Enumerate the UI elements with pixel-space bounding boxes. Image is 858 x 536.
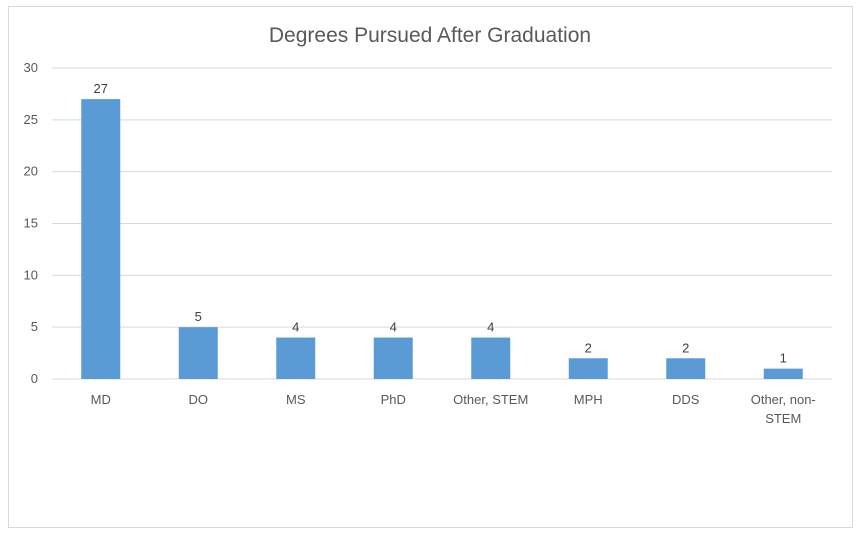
category-label: PhD xyxy=(381,392,406,407)
y-tick-label: 10 xyxy=(24,267,38,282)
bar xyxy=(471,337,511,379)
gridlines xyxy=(52,67,832,380)
category-label: MS xyxy=(286,392,306,407)
category-label: Other, STEM xyxy=(453,392,528,407)
y-tick-label: 0 xyxy=(31,371,38,386)
y-tick-label: 5 xyxy=(31,319,38,334)
category-label: Other, non-STEM xyxy=(751,392,816,426)
bars xyxy=(81,99,803,379)
chart-title: Degrees Pursued After Graduation xyxy=(269,24,591,47)
y-axis-ticks: 0 5 10 15 20 25 30 xyxy=(24,60,38,386)
category-label: MPH xyxy=(574,392,603,407)
data-label: 5 xyxy=(195,309,202,324)
bar xyxy=(763,368,803,379)
y-tick-label: 20 xyxy=(24,164,38,179)
data-label: 4 xyxy=(292,320,299,335)
bar xyxy=(373,337,413,379)
y-tick-label: 30 xyxy=(24,60,38,75)
data-labels: 27 5 4 4 4 2 2 1 xyxy=(94,81,787,366)
data-label: 4 xyxy=(390,320,397,335)
category-label: DO xyxy=(189,392,209,407)
data-label: 2 xyxy=(585,340,592,355)
data-label: 4 xyxy=(487,320,494,335)
data-label: 2 xyxy=(682,340,689,355)
chart-frame xyxy=(8,6,853,528)
category-label: DDS xyxy=(672,392,700,407)
bar xyxy=(568,358,608,379)
x-axis-categories: MD DO MS PhD Other, STEM MPH DDS Other, non-STE… xyxy=(91,392,816,426)
data-label: 27 xyxy=(94,81,108,96)
y-tick-label: 15 xyxy=(24,216,38,231)
data-label: 1 xyxy=(780,351,787,366)
category-label: MD xyxy=(91,392,111,407)
bar xyxy=(178,327,218,379)
y-tick-label: 25 xyxy=(24,112,38,127)
bar xyxy=(81,99,121,379)
bar xyxy=(666,358,706,379)
bar xyxy=(276,337,316,379)
